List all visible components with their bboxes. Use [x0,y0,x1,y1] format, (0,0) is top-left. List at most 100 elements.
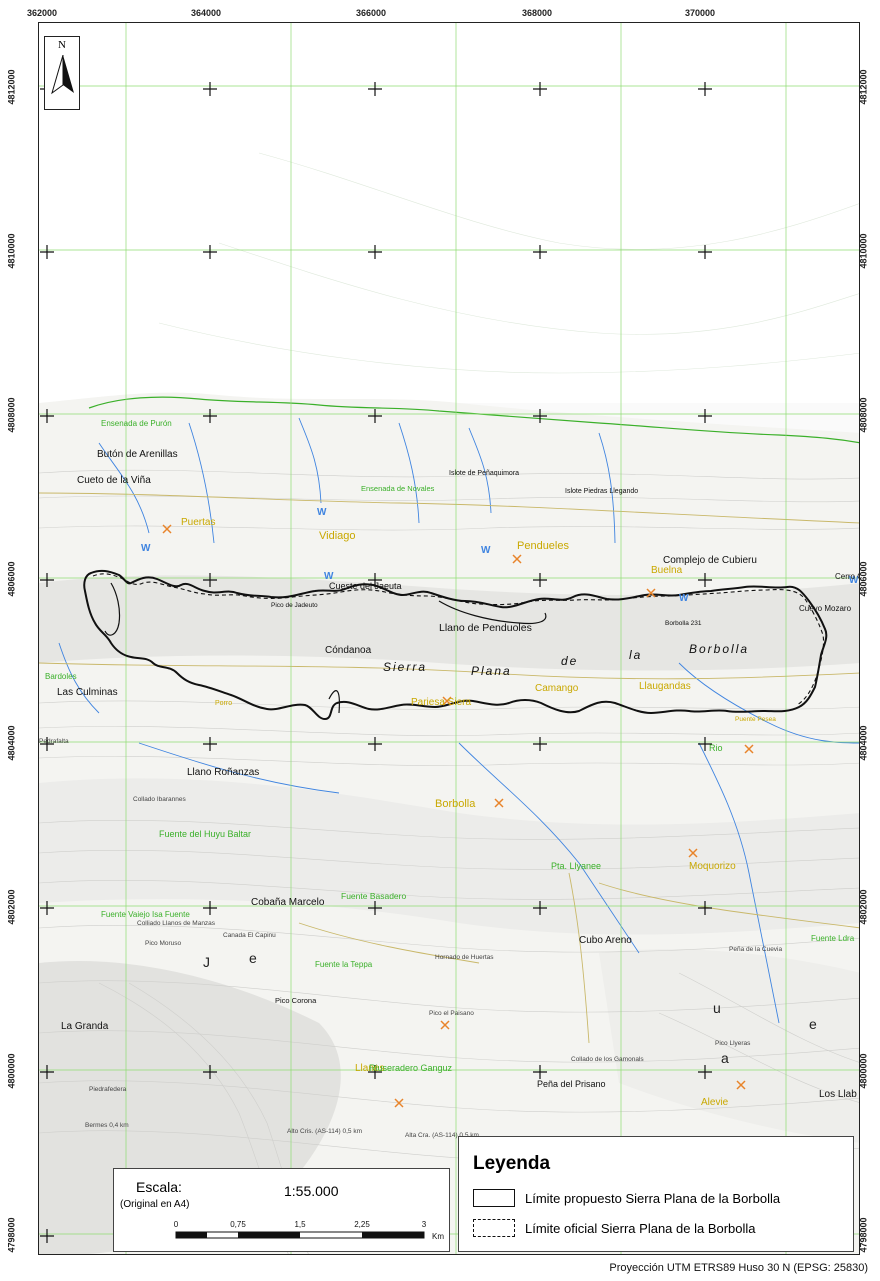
range-word-sierra: Sierra [383,660,427,674]
poi-markers [162,524,754,1108]
coord-left-1: 4810000 [6,233,17,269]
grid-lines [39,23,859,1254]
svg-text:W: W [679,593,689,604]
svg-text:W: W [141,543,151,554]
coord-top-3: 368000 [521,8,553,18]
svg-text:W: W [849,575,859,586]
big-letter-4: e [809,1016,817,1032]
svg-text:Riuseradero Ganguz: Riuseradero Ganguz [369,1063,453,1073]
coord-left-6: 4800000 [6,1053,17,1089]
grid-crosses [40,82,712,1243]
legend-swatch-dashed [473,1219,515,1237]
label-pico-llyeras: Pico Llyeras [715,1040,751,1047]
coord-right-6: 4800000 [858,1053,869,1089]
label-hornado-huertas: Hornado de Huertas [435,954,494,961]
projection-note: Proyección UTM ETRS89 Huso 30 N (EPSG: 2… [609,1262,868,1274]
label-camango: Camango [535,683,579,694]
label-pico-corona: Pico Corona [275,996,317,1005]
cross-row-6 [40,901,712,915]
label-pico-jadeuto: Pico de Jadeuto [271,602,318,609]
label-colliado-llanos: Colliado Llanos de Manzas [137,920,216,927]
label-pta-llyanee: Pta. Llyanee [551,861,601,871]
label-cueste-jaeuta: Cueste del Jaeuta [329,581,402,591]
label-pendueles: Pendueles [517,540,569,552]
svg-text:W: W [481,545,491,556]
label-cuevo-mozaro: Cuevo Mozaro [799,604,852,613]
boundary-proposed [83,569,828,721]
label-ensenada-puron: Ensenada de Purón [101,419,172,428]
coord-top-1: 364000 [190,8,222,18]
cross-row-5 [40,737,712,751]
range-word-borbolla: Borbolla [689,642,749,656]
label-buelna: Buelna [651,565,683,576]
label-llano-penduoles: Llano de Penduoles [439,622,532,634]
coord-left-3: 4806000 [6,561,17,597]
label-complejo-cubieru: Complejo de Cubieru [663,555,757,566]
coord-left-4: 4804000 [6,725,17,761]
label-islote-piedras: Islote Piedras Llegando [565,488,638,495]
label-condanoa: Cóndanoa [325,645,372,656]
label-collado-gamonals: Collado de los Gamonals [571,1056,644,1063]
label-pena-prisano: Peña del Prisano [537,1079,606,1089]
topographic-map[interactable]: W W W W W W Butón de Arenillas Cueto de … [39,23,860,1255]
scale-tick-0: 0 [174,1220,179,1229]
label-canada-capinu: Canada El Capinu [223,932,276,939]
scale-subtitle: (Original en A4) [120,1199,190,1210]
cross-row-2 [40,245,712,259]
big-letters: J e u e a [203,950,817,1066]
label-fuente-basadero: Fuente Basadero [341,891,406,901]
label-borbolla: Borbolla [435,798,476,810]
label-puente-pesea: Puente Pesea [735,716,776,723]
relief-shade-south [39,778,859,935]
coord-top-2: 366000 [355,8,387,18]
label-pena-cuevia: Peña de la Cuevia [729,946,783,953]
label-fuente-huyu-baltar: Fuente del Huyu Baltar [159,829,251,839]
big-letter-1: J [203,954,210,970]
label-las-culminas: Las Culminas [57,687,118,698]
map-frame[interactable]: W W W W W W Butón de Arenillas Cueto de … [38,22,860,1255]
cross-row-7 [40,1065,712,1079]
coord-left-5: 4802000 [6,889,17,925]
label-cobana-marcelo: Cobaña Marcelo [251,897,325,908]
relief-shade-se [599,949,859,1143]
label-alta-cra: Alta Cra. (AS-114) 0,5 km [405,1132,479,1139]
label-rio: Rio [709,743,723,753]
label-pico-paisano: Pico el Paisano [429,1010,474,1017]
range-word-de: de [561,654,578,668]
svg-text:W: W [324,571,334,582]
label-los-llab: Los Llab [819,1089,857,1100]
label-la-granda: La Granda [61,1021,109,1032]
label-borbolla-231: Borbolla 231 [665,620,702,627]
north-arrow-icon [51,55,74,95]
scale-bar: 0 0,75 1,5 2,25 3 Km [174,1220,444,1241]
label-pico-moruso: Pico Moruso [145,940,182,947]
relief-shade-north [39,575,859,671]
label-alto-cris: Alto Cris. (AS-114) 0,5 km [287,1128,362,1135]
coord-right-7: 4798000 [858,1217,869,1253]
label-alevie: Alevie [701,1097,729,1108]
label-cueto-vina: Cueto de la Viña [77,475,151,486]
label-vidiago: Vidiago [319,530,356,542]
range-name: Sierra Plana de la Borbolla [383,642,749,678]
big-letter-2: e [249,950,257,966]
water-markers: W W W W W W [141,507,859,604]
label-porro: Porro [215,700,232,707]
scale-tick-4: 3 [422,1220,427,1229]
scale-tick-3: 2,25 [354,1220,370,1229]
label-llaugandas: Llaugandas [639,681,691,692]
cross-row-3 [40,409,712,423]
coastline [88,396,859,444]
coord-right-2: 4808000 [858,397,869,433]
labels-green: Ensenada de Purón Ensenada de Novales Fu… [45,419,855,1073]
label-puertas: Puertas [181,517,215,528]
scale-title: Escala: [136,1179,182,1195]
scale-ticks-text: 0 0,75 1,5 2,25 3 Km [174,1220,444,1241]
boundary-pocket-2 [438,600,547,625]
scale-unit: Km [432,1232,444,1241]
coord-right-4: 4804000 [858,725,869,761]
label-llano-ronanzas: Llano Roñanzas [187,767,259,778]
label-collado-ibarannes: Collado Ibarannes [133,796,187,803]
label-piedrafedera: Piedrafedera [89,1086,127,1093]
label-fuente-vaiejo: Fuente Vaiejo Isa Fuente [101,910,190,919]
label-cerro-g: Cerro G [835,572,860,581]
